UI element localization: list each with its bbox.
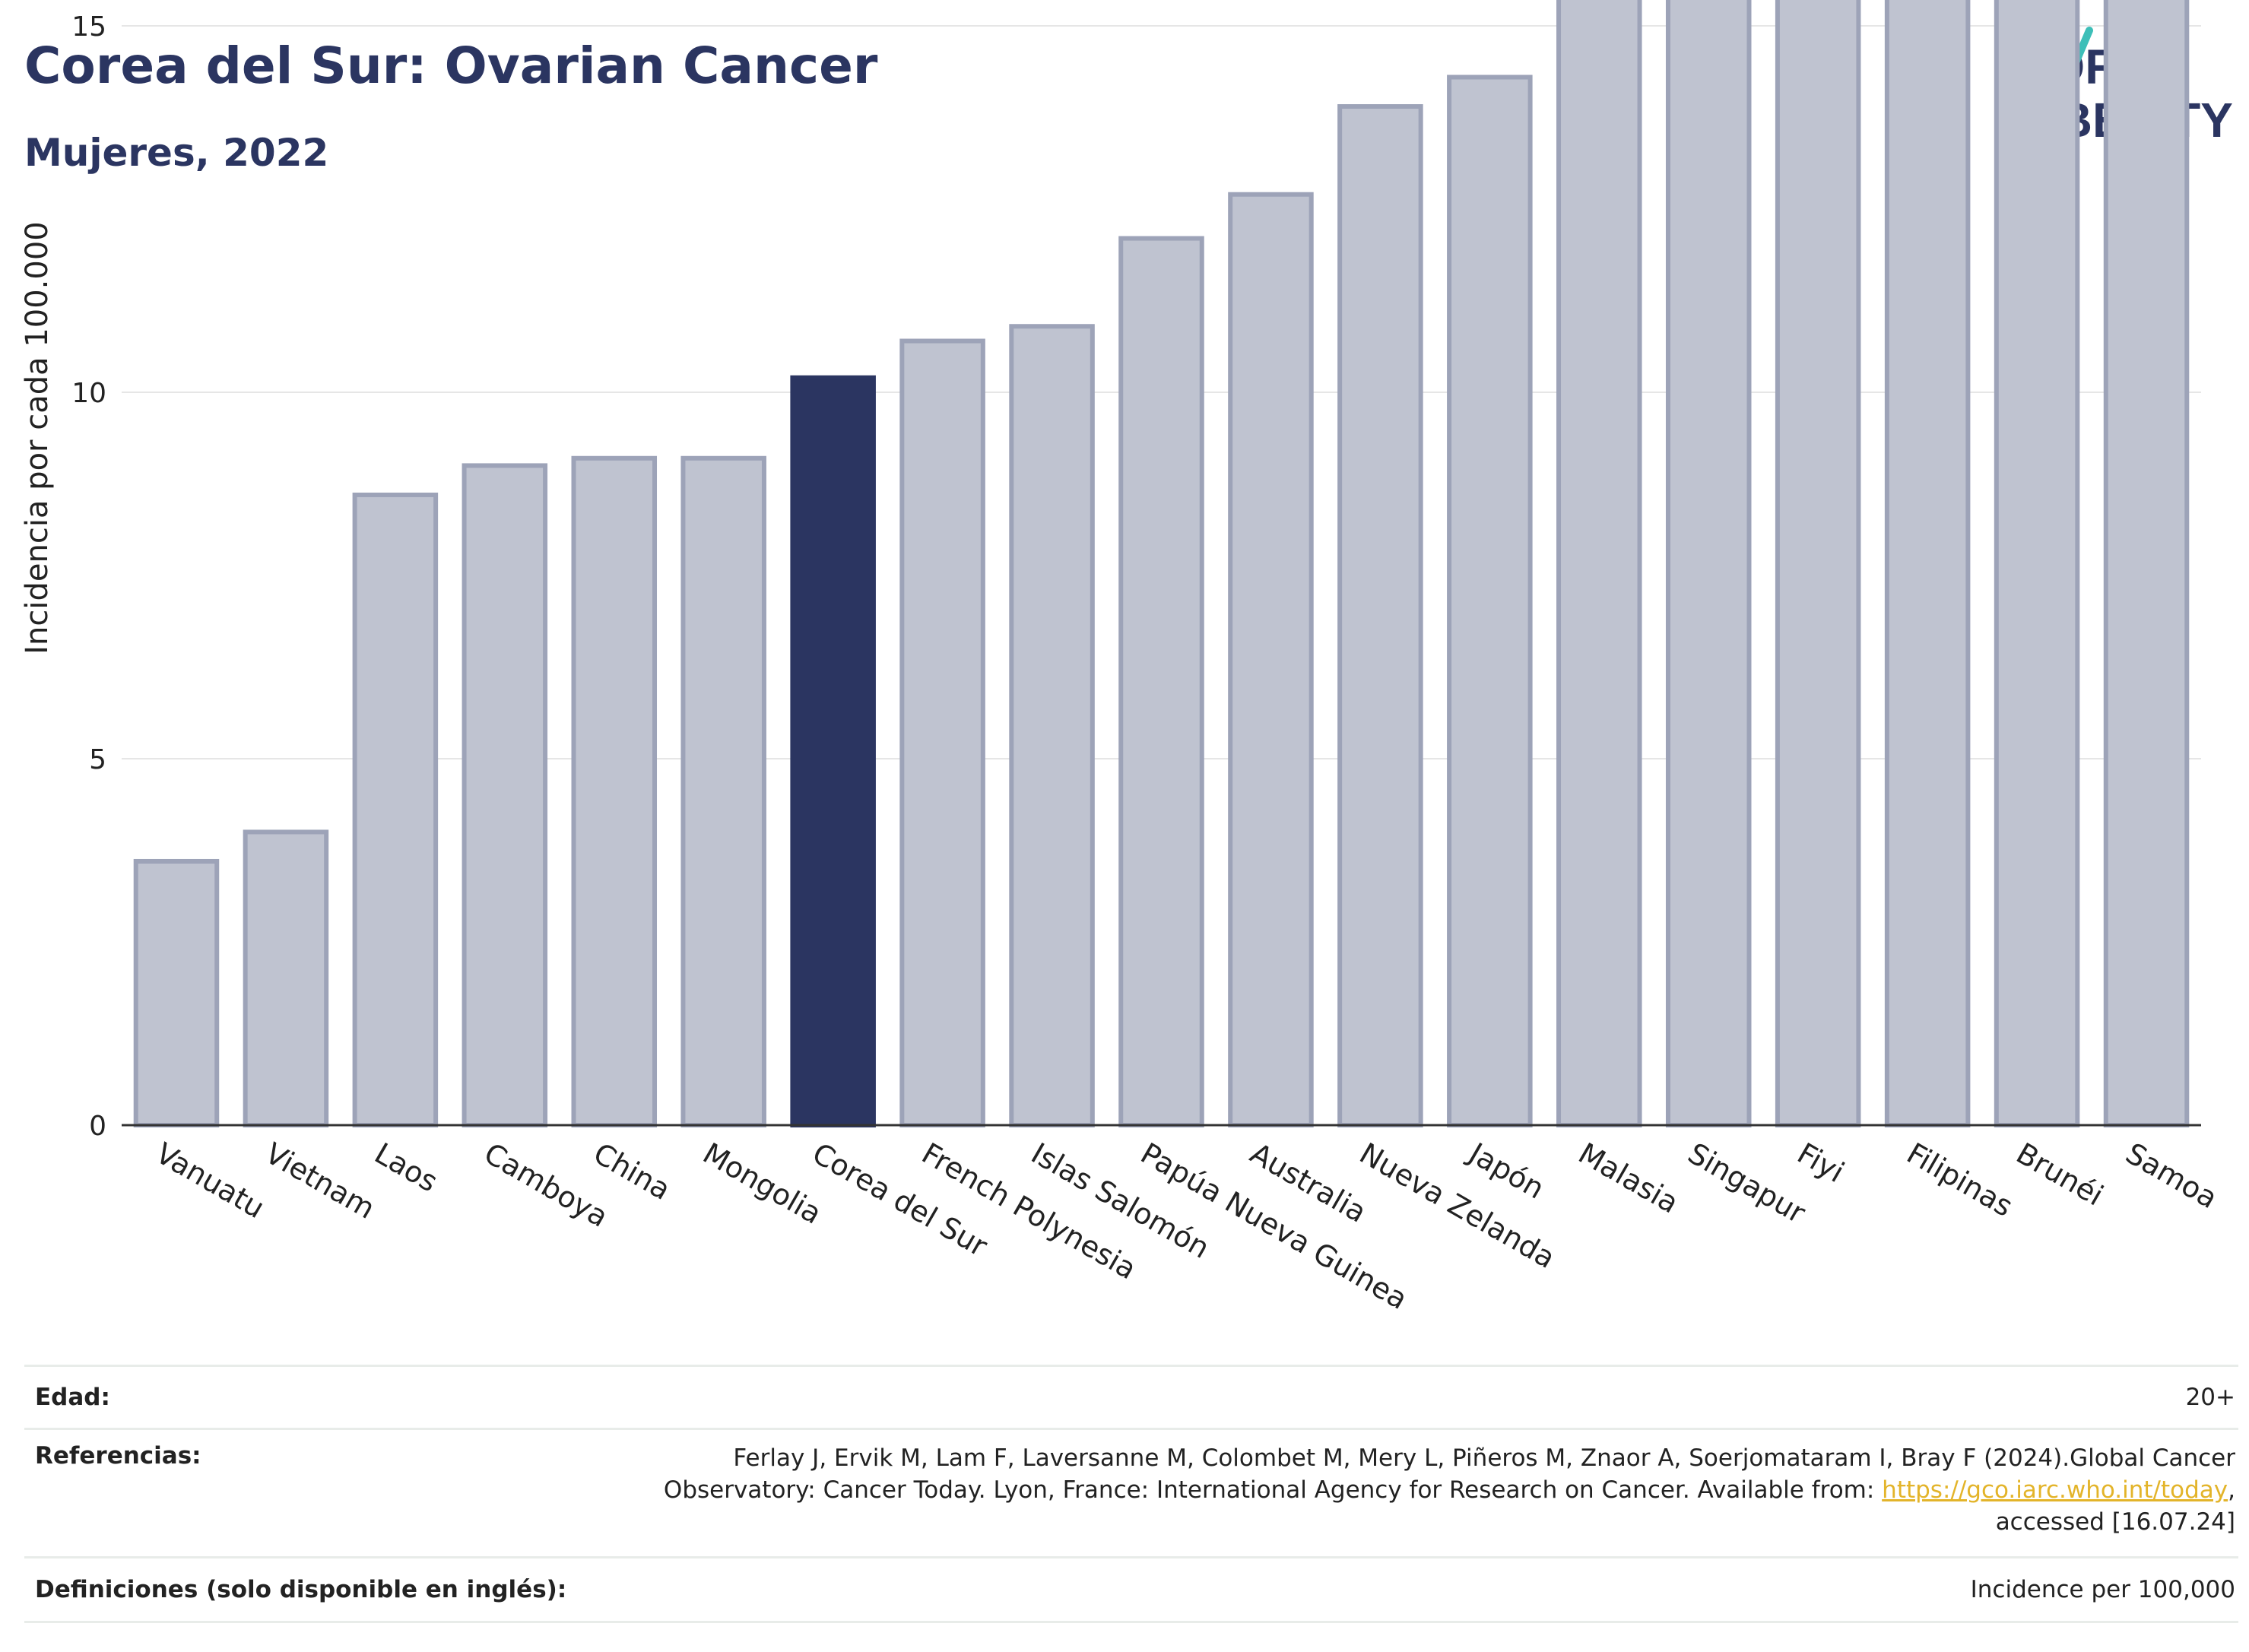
info-row-references: Referencias: Ferlay J, Ervik M, Lam F, L… xyxy=(24,1428,2238,1556)
bar-vanuatu xyxy=(133,858,220,1127)
bar-pap-a-nueva-guinea xyxy=(1118,236,1204,1127)
age-value: 20+ xyxy=(2185,1384,2235,1411)
bar-malasia xyxy=(1556,0,1642,1127)
x-tick-label: Camboya xyxy=(478,1137,614,1234)
bar-laos xyxy=(352,492,439,1127)
x-tick-label: Brunéi xyxy=(2011,1137,2109,1213)
bar-australia xyxy=(1228,192,1314,1128)
bar-fiyi xyxy=(1775,0,1861,1127)
references-line-1: Ferlay J, Ervik M, Lam F, Laversanne M, … xyxy=(733,1444,2235,1472)
references-line-2: Observatory: Cancer Today. Lyon, France:… xyxy=(663,1476,2235,1504)
y-axis-label: Incidencia por cada 100.000 xyxy=(20,221,55,655)
bar-mongolia xyxy=(680,455,766,1127)
bar-china xyxy=(571,455,658,1127)
definitions-value: Incidence per 100,000 xyxy=(1970,1576,2235,1603)
x-tick-label: Samoa xyxy=(2121,1137,2223,1216)
x-tick-label: Malasia xyxy=(1573,1137,1684,1220)
y-tick-label: 15 xyxy=(71,11,106,43)
y-tick-label: 0 xyxy=(89,1111,106,1142)
bar-nueva-zelanda xyxy=(1337,104,1423,1127)
y-tick-label: 5 xyxy=(89,744,106,775)
x-tick-label: Filipinas xyxy=(1902,1137,2019,1223)
references-label: Referencias: xyxy=(35,1442,201,1470)
bar-chart: 05101520VanuatuVietnamLaosCamboyaChinaMo… xyxy=(20,0,2223,1316)
page-subtitle: Mujeres, 2022 xyxy=(24,131,329,175)
x-tick-label: Nueva Zelanda xyxy=(1354,1137,1561,1275)
references-value: Ferlay J, Ervik M, Lam F, Laversanne M, … xyxy=(639,1442,2238,1538)
info-row-definitions: Definiciones (solo disponible en inglés)… xyxy=(24,1556,2238,1623)
bar-brun-i xyxy=(1994,0,2080,1127)
references-link[interactable]: https://gco.iarc.who.int/today xyxy=(1882,1476,2228,1504)
info-table: Edad: 20+ Referencias: Ferlay J, Ervik M… xyxy=(24,1365,2238,1623)
page-title: Corea del Sur: Ovarian Cancer xyxy=(24,36,878,95)
x-tick-label: China xyxy=(588,1137,676,1206)
x-tick-label: Singapur xyxy=(1683,1137,1812,1230)
x-tick-label: Laos xyxy=(369,1137,443,1199)
x-tick-label: Vietnam xyxy=(259,1137,380,1226)
definitions-label: Definiciones (solo disponible en inglés)… xyxy=(35,1576,567,1603)
bar-islas-salom-n xyxy=(1009,324,1095,1127)
bar-singapur xyxy=(1665,0,1752,1127)
x-tick-label: Mongolia xyxy=(697,1137,827,1231)
bar-jap-n xyxy=(1447,75,1533,1128)
age-label: Edad: xyxy=(35,1384,110,1411)
bar-camboya xyxy=(462,463,548,1127)
bar-filipinas xyxy=(1884,0,1971,1127)
bars xyxy=(133,0,2190,1128)
bar-vietnam xyxy=(243,829,329,1128)
x-tick-label: Vanuatu xyxy=(150,1137,270,1225)
references-line-3: accessed [16.07.24] xyxy=(1995,1508,2235,1536)
info-row-age: Edad: 20+ xyxy=(24,1365,2238,1428)
bar-corea-del-sur xyxy=(790,375,876,1128)
x-tick-label: Fiyi xyxy=(1792,1137,1850,1189)
bar-french-polynesia xyxy=(899,338,985,1127)
y-tick-label: 10 xyxy=(71,378,106,409)
x-tick-label: Japón xyxy=(1462,1136,1550,1206)
bar-samoa xyxy=(2103,0,2190,1127)
